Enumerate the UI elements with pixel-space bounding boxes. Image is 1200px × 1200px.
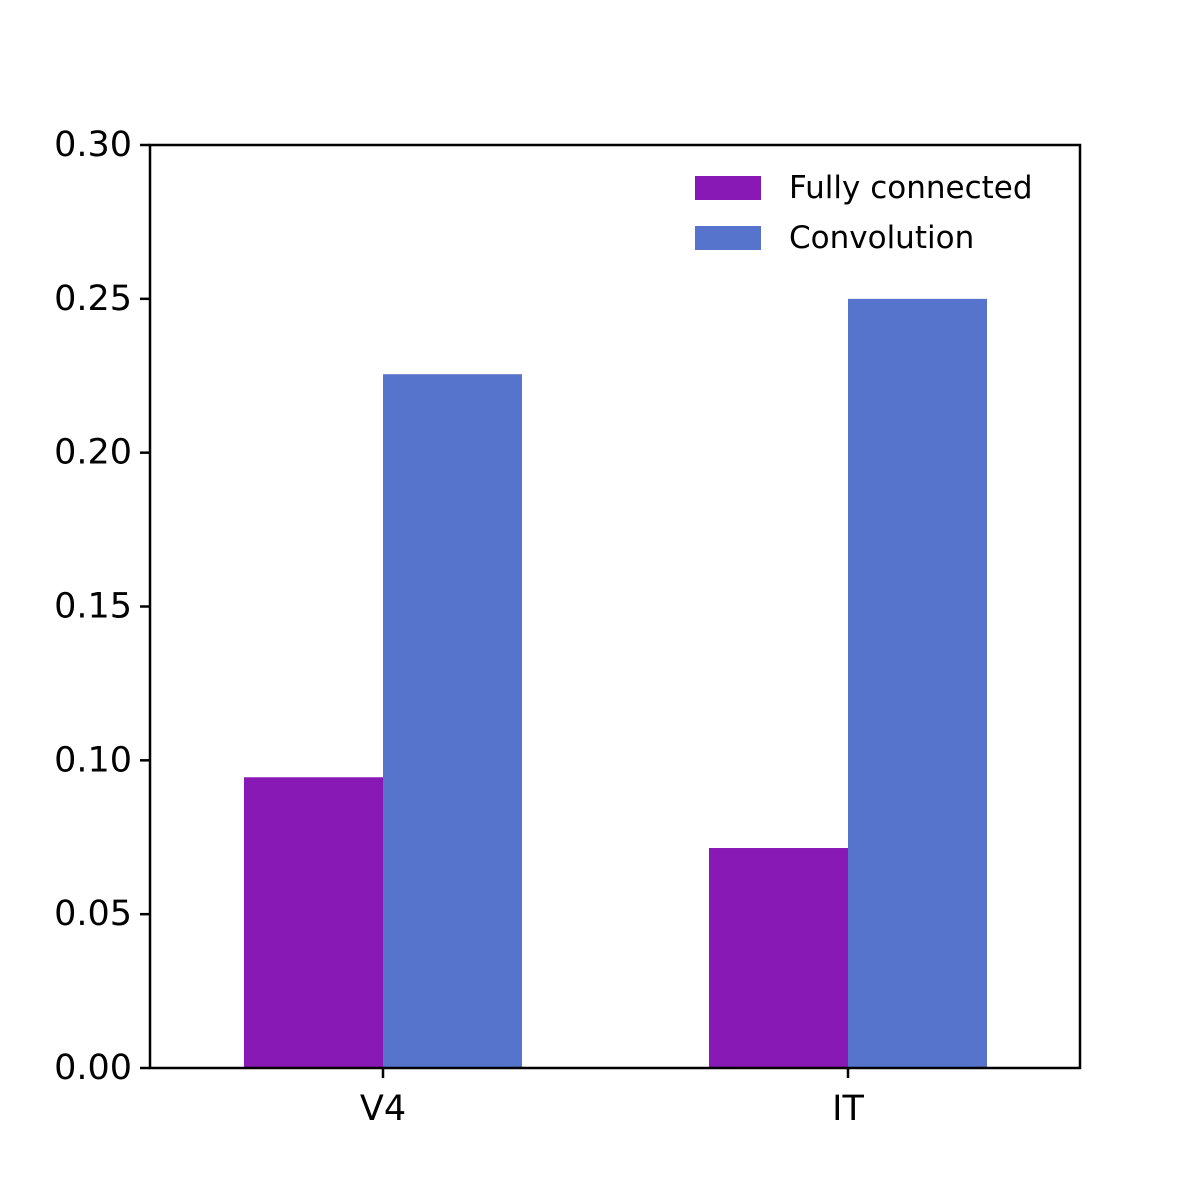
bars-group (244, 298, 987, 1068)
y-tick-label: 0.10 (54, 740, 132, 780)
y-tick-label: 0.25 (54, 279, 132, 319)
y-axis: 0.00 0.05 0.10 0.15 0.20 0.25 0.30 (54, 125, 150, 1088)
y-tick-label: 0.30 (54, 125, 132, 165)
x-axis: V4 IT (360, 1068, 864, 1129)
legend-swatch (695, 176, 761, 200)
legend-label: Convolution (789, 220, 974, 256)
x-tick-label: IT (832, 1089, 864, 1129)
bar-fully-connected-v4 (244, 777, 383, 1068)
legend-swatch (695, 226, 761, 250)
bar-convolution-it (848, 298, 987, 1068)
y-tick-label: 0.05 (54, 894, 132, 934)
legend-label: Fully connected (789, 170, 1033, 206)
x-tick-label: V4 (360, 1089, 406, 1129)
bar-convolution-v4 (383, 374, 522, 1068)
y-tick-label: 0.20 (54, 433, 132, 473)
y-tick-label: 0.15 (54, 587, 132, 627)
y-tick-label: 0.00 (54, 1048, 132, 1088)
legend: Fully connected Convolution (695, 170, 1033, 256)
bar-fully-connected-it (709, 848, 848, 1068)
